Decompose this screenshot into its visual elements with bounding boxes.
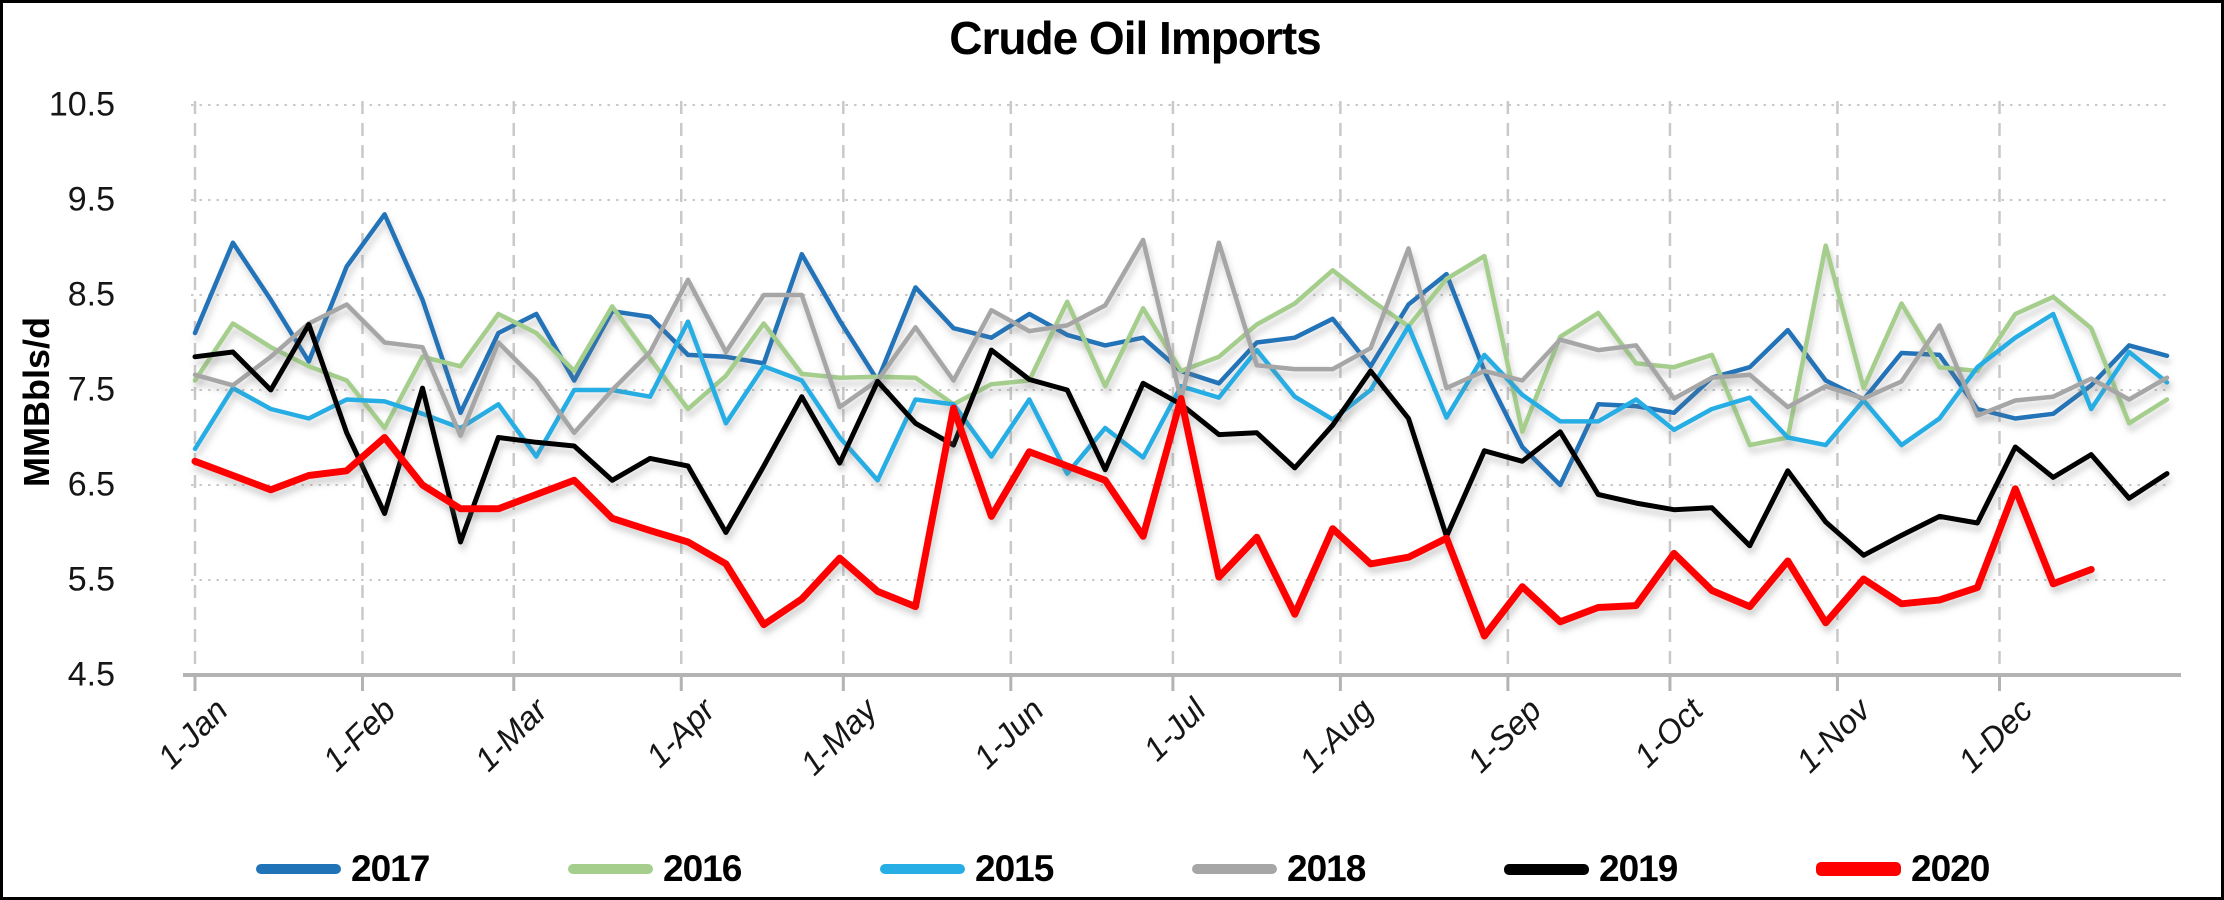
legend-item-2016: 2016 [568, 848, 742, 889]
legend-label: 2016 [663, 848, 742, 889]
legend-label: 2020 [1911, 848, 1990, 889]
y-tick-label: 5.5 [67, 560, 115, 599]
legend-swatch-2016 [568, 864, 653, 874]
legend-swatch-2018 [1192, 864, 1277, 874]
y-tick-label: 7.5 [67, 370, 115, 409]
legend-swatch-2020 [1816, 862, 1901, 876]
y-tick-label: 8.5 [67, 275, 115, 314]
legend-item-2018: 2018 [1192, 848, 1366, 889]
legend-item-2020: 2020 [1816, 848, 1990, 889]
legend-swatch-2019 [1504, 863, 1589, 875]
legend-label: 2018 [1287, 848, 1366, 889]
series-line-2017 [192, 212, 2170, 488]
legend-label: 2017 [351, 848, 430, 889]
legend-swatch-2015 [880, 864, 965, 874]
y-tick-label: 10.5 [48, 85, 115, 124]
legend-item-2019: 2019 [1504, 848, 1678, 889]
y-tick-label: 6.5 [67, 465, 115, 504]
series-line-2020 [191, 395, 2095, 640]
series-line-2016 [192, 243, 2170, 448]
legend-item-2017: 2017 [256, 848, 430, 889]
y-tick-label: 4.5 [67, 655, 115, 694]
legend-swatch-2017 [256, 864, 341, 874]
legend-label: 2019 [1599, 848, 1678, 889]
plot-area [183, 101, 2181, 691]
legend-item-2015: 2015 [880, 848, 1054, 889]
y-tick-label: 9.5 [67, 180, 115, 219]
chart-title: Crude Oil Imports [949, 12, 1321, 64]
legend-label: 2015 [975, 848, 1054, 889]
